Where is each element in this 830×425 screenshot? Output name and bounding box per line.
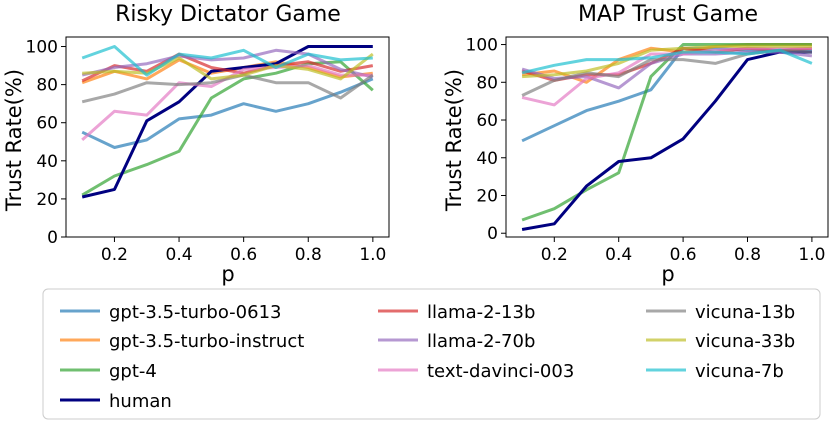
legend-label: vicuna-13b — [695, 302, 795, 323]
x-axis-label: p — [661, 262, 674, 286]
series-line-human — [521, 50, 812, 231]
x-tick-label: 0.6 — [230, 245, 257, 265]
x-tick-label: 0.4 — [166, 245, 193, 265]
series-line-gpt-4 — [81, 60, 374, 197]
x-tick-label: 0.8 — [734, 245, 761, 265]
x-tick-label: 0.2 — [541, 245, 568, 265]
y-tick-label: 0 — [47, 228, 58, 248]
y-tick-label: 60 — [476, 111, 498, 131]
y-axis-label: Trust Rate(%) — [2, 69, 26, 212]
series-line-vicuna-7b — [521, 48, 813, 75]
y-tick-label: 80 — [36, 76, 58, 96]
y-tick-label: 60 — [36, 114, 58, 134]
chart-title: MAP Trust Game — [578, 2, 758, 27]
x-axis-label: p — [221, 262, 234, 286]
legend-item-vicuna-13b: vicuna-13b — [646, 302, 795, 323]
series-line-vicuna-33b — [82, 52, 374, 81]
y-tick-label: 20 — [36, 190, 58, 210]
legend-label: vicuna-7b — [695, 361, 784, 382]
x-tick-label: 0.6 — [670, 245, 697, 265]
x-tick-label: 1.0 — [359, 245, 386, 265]
legend: gpt-3.5-turbo-0613 gpt-3.5-turbo-instruct… — [42, 288, 821, 420]
legend-item-vicuna-33b: vicuna-33b — [646, 331, 795, 352]
panel-risky-dictator-game: Risky Dictator Game Trust Rate(%) p 0 20 4… — [2, 2, 390, 286]
legend-label: llama-2-70b — [427, 331, 535, 352]
y-tick-label: 40 — [36, 152, 58, 172]
panel-map-trust-game: MAP Trust Game Trust Rate(%) p 0 20 40 60 80… — [442, 2, 829, 286]
plot-frame — [505, 36, 829, 238]
legend-label: text-davinci-003 — [427, 361, 574, 382]
series-line-llama-2-70b — [81, 48, 374, 79]
legend-label: gpt-3.5-turbo-instruct — [109, 331, 304, 352]
legend-label: gpt-3.5-turbo-0613 — [109, 302, 281, 323]
legend-item-gpt-3-5-turbo-instruct: gpt-3.5-turbo-instruct — [60, 331, 304, 352]
y-tick-label: 100 — [466, 36, 498, 56]
series-line-gpt-3-5-turbo-0613 — [81, 77, 374, 149]
y-tick-label: 40 — [476, 149, 498, 169]
series-line-vicuna-33b — [522, 44, 812, 79]
x-tick-label: 1.0 — [798, 245, 825, 265]
y-tick-label: 0 — [487, 224, 498, 244]
x-tick-label: 0.4 — [605, 245, 632, 265]
legend-label: llama-2-13b — [427, 302, 535, 323]
legend-item-llama-2-70b: llama-2-70b — [378, 331, 535, 352]
legend-item-gpt-3-5-turbo-0613: gpt-3.5-turbo-0613 — [60, 302, 281, 323]
legend-frame — [42, 288, 821, 420]
legend-item-gpt-4: gpt-4 — [60, 361, 157, 382]
y-tick-label: 100 — [26, 38, 58, 58]
series-line-vicuna-7b — [81, 45, 373, 77]
y-axis-label: Trust Rate(%) — [442, 69, 466, 212]
legend-label: gpt-4 — [109, 361, 157, 382]
legend-item-text-davinci-003: text-davinci-003 — [378, 361, 574, 382]
y-tick-label: 20 — [476, 186, 498, 206]
legend-label: vicuna-33b — [695, 331, 795, 352]
legend-item-llama-2-13b: llama-2-13b — [378, 302, 535, 323]
plot-frame — [65, 36, 390, 238]
legend-item-human: human — [60, 391, 172, 412]
series-line-llama-2-13b — [81, 52, 374, 83]
legend-label: human — [109, 391, 172, 412]
y-tick-label: 80 — [476, 73, 498, 93]
series-line-vicuna-13b — [81, 73, 374, 104]
legend-item-vicuna-7b: vicuna-7b — [646, 361, 784, 382]
chart-title: Risky Dictator Game — [115, 2, 341, 27]
x-tick-label: 0.2 — [101, 245, 128, 265]
x-tick-label: 0.8 — [295, 245, 322, 265]
